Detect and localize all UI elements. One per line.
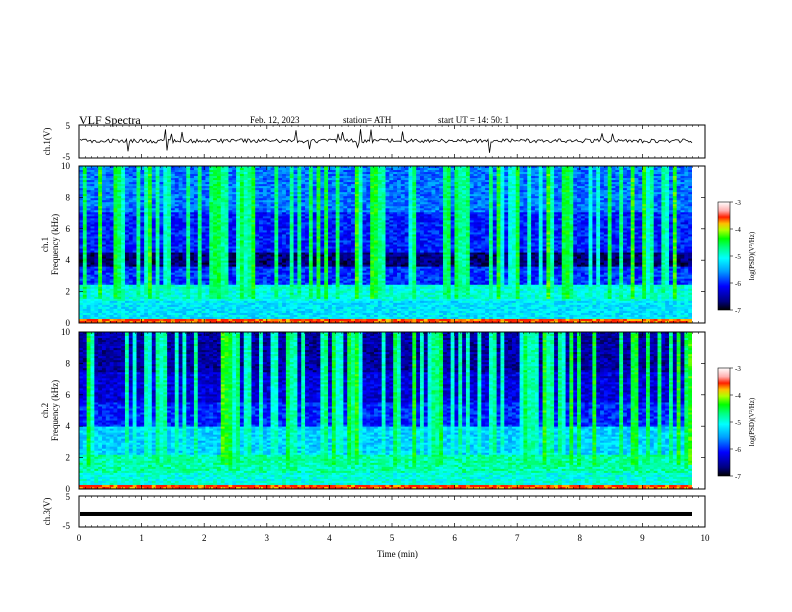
ch2-spec-y-tick-label: 4	[66, 421, 71, 431]
ch2-colorbar-tick-label: -5	[735, 419, 741, 427]
ch1-colorbar-tick-label: -4	[735, 226, 741, 234]
ch1-spec-y-tick-label: 10	[61, 161, 71, 171]
ch3-wave-y-tick-label: -5	[63, 521, 71, 531]
ch2-spec-y-tick-label: 10	[61, 327, 71, 337]
ch1-colorbar-tick-label: -5	[735, 253, 741, 261]
ch1-spec-y-tick-label: 2	[66, 287, 71, 297]
chart-title: VLF Spectra	[79, 113, 141, 128]
ch1-wave-y-tick-label: -5	[63, 152, 71, 162]
ch2-spec-ylabel: ch.2Frequency (kHz)	[40, 380, 60, 441]
spectrogram-blank-tail	[692, 332, 705, 489]
ch2-colorbar-tick-label: -4	[735, 392, 741, 400]
x-tick-label: 8	[578, 533, 583, 543]
x-tick-label: 10	[701, 533, 711, 543]
ch1-waveform-line	[79, 129, 693, 153]
ch1-colorbar-tick-label: -3	[735, 199, 741, 207]
ch1-wave-ylabel: ch.1(V)	[42, 128, 52, 156]
ch1-colorbar-tick-label: -7	[735, 307, 741, 315]
x-tick-label: 4	[327, 533, 332, 543]
ch1-wave-y-tick-label: 5	[66, 121, 71, 131]
x-tick-label: 3	[265, 533, 270, 543]
ch2-colorbar-tick-label: -7	[735, 473, 741, 481]
waveform-layer	[79, 129, 693, 516]
text-layer: 0 1 2 3 4 5 6 7 8 9 10024681002468105-55-5ch.1(V)c…	[40, 121, 756, 543]
x-tick-label: 6	[452, 533, 457, 543]
ch1-spectrogram-cells	[79, 166, 705, 324]
ch1-spec-y-tick-label: 0	[66, 318, 71, 328]
panel-frame-4	[78, 495, 706, 528]
ch1-colorbar-label: log(PSD)(V²/Hz)	[748, 231, 756, 280]
ch2-spec-y-tick-label: 0	[66, 484, 71, 494]
spectrogram-layer	[79, 166, 731, 490]
ch2-spec-y-tick-label: 2	[66, 453, 71, 463]
ch2-colorbar-bar	[717, 367, 731, 477]
ch1-colorbar-tick-label: -6	[735, 280, 741, 288]
x-axis-label: Time (min)	[377, 549, 418, 559]
ch2-colorbar-tick-label: -6	[735, 446, 741, 454]
x-tick-label: 9	[640, 533, 645, 543]
spectrogram-blank-tail	[692, 166, 705, 323]
ch2-spectrogram-cells	[79, 332, 705, 490]
ch1-spec-ylabel: ch.1Frequency (kHz)	[40, 214, 60, 275]
ch3-waveform-line	[80, 511, 692, 516]
x-tick-label: 5	[390, 533, 395, 543]
x-tick-label: 0	[77, 533, 82, 543]
x-tick-label: 1	[139, 533, 144, 543]
ch1-spec-y-tick-label: 6	[66, 224, 71, 234]
x-tick-label: 7	[515, 533, 520, 543]
ch3-wave-y-tick-label: 5	[66, 492, 71, 502]
start-time-label: start UT = 14: 50: 1	[438, 115, 509, 125]
ch1-colorbar-bar	[717, 201, 731, 311]
station-label: station= ATH	[343, 115, 391, 125]
ch2-spec-y-tick-label: 6	[66, 390, 71, 400]
ch3-wave-ylabel: ch.3(V)	[42, 498, 52, 526]
ch2-spec-y-tick-label: 8	[66, 358, 71, 368]
ch2-colorbar-tick-label: -3	[735, 365, 741, 373]
ticks-layer	[78, 125, 733, 527]
ch1-spec-y-tick-label: 4	[66, 255, 71, 265]
date-label: Feb. 12, 2023	[250, 115, 300, 125]
ch1-spec-y-tick-label: 8	[66, 192, 71, 202]
ch2-colorbar-label: log(PSD)(V²/Hz)	[748, 397, 756, 446]
x-tick-label: 2	[202, 533, 207, 543]
